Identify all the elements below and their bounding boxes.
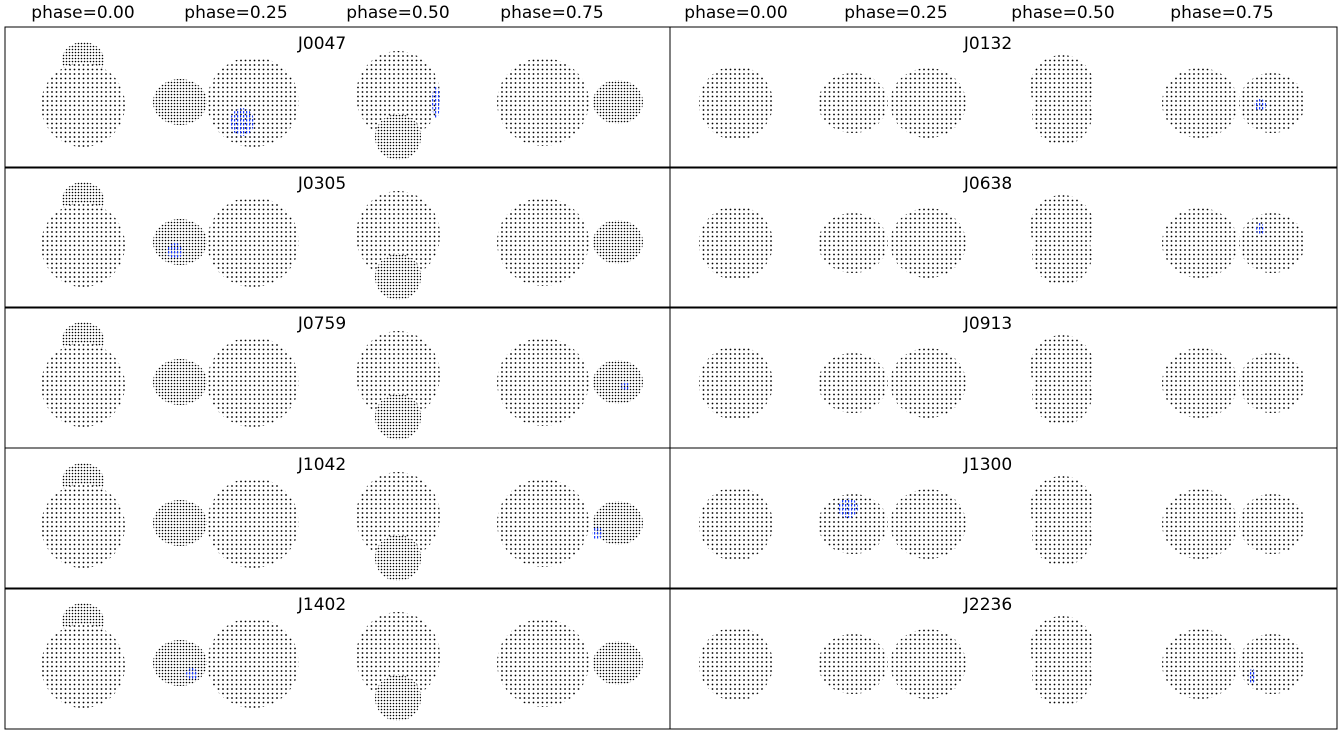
- star: [1032, 506, 1092, 566]
- panel-label: J0305: [297, 174, 346, 194]
- star: [1162, 68, 1238, 138]
- star: [153, 359, 207, 405]
- spot: [167, 243, 183, 259]
- star: [1162, 208, 1238, 278]
- phase-label: phase=0.25: [184, 3, 287, 23]
- phase-label: phase=0.75: [500, 3, 603, 23]
- star: [818, 73, 888, 133]
- spot: [1248, 669, 1256, 683]
- panel-label: J0759: [297, 314, 346, 334]
- star: [890, 629, 966, 699]
- panel-label: J0132: [963, 34, 1012, 54]
- star: [497, 338, 589, 426]
- star: [1239, 353, 1305, 413]
- panel-label: J1402: [297, 595, 346, 615]
- star: [375, 114, 421, 160]
- spot: [1254, 99, 1266, 111]
- star: [497, 58, 589, 146]
- spot: [432, 86, 440, 118]
- star: [1162, 629, 1238, 699]
- star: [1032, 646, 1092, 706]
- figure: phase=0.00 phase=0.25 phase=0.50 phase=0.75…: [0, 0, 1342, 730]
- spot: [230, 108, 254, 136]
- star: [207, 57, 299, 147]
- panel-label: J1042: [297, 455, 346, 475]
- spot: [592, 526, 602, 540]
- panel: J1042: [5, 448, 670, 589]
- star: [41, 343, 125, 427]
- panel: J0132: [670, 27, 1337, 168]
- star: [375, 535, 421, 581]
- star: [1032, 225, 1092, 285]
- panel: J0638: [670, 167, 1337, 308]
- panel-label: J2236: [963, 595, 1012, 615]
- star: [890, 489, 966, 559]
- star: [1239, 634, 1305, 694]
- star: [41, 203, 125, 287]
- star: [497, 479, 589, 567]
- star: [890, 348, 966, 418]
- phase-label: phase=0.75: [1170, 3, 1273, 23]
- phase-label: phase=0.00: [684, 3, 787, 23]
- star: [1162, 348, 1238, 418]
- star: [153, 640, 207, 686]
- star: [699, 66, 773, 140]
- star: [153, 79, 207, 125]
- star: [818, 213, 888, 273]
- star: [153, 219, 207, 265]
- star: [207, 337, 299, 427]
- panel: J2236: [670, 588, 1337, 729]
- spot: [186, 668, 198, 680]
- panel: J0047: [5, 27, 670, 168]
- star: [497, 619, 589, 707]
- star: [699, 346, 773, 420]
- star: [153, 500, 207, 546]
- star: [593, 360, 643, 404]
- panel-label: J1300: [963, 455, 1012, 475]
- spot: [1256, 223, 1264, 235]
- star: [375, 394, 421, 440]
- star: [207, 478, 299, 568]
- star: [818, 353, 888, 413]
- star: [1239, 73, 1305, 133]
- phase-label: phase=0.25: [844, 3, 947, 23]
- star: [593, 641, 643, 685]
- panel: J1402: [5, 588, 670, 729]
- star: [890, 68, 966, 138]
- panel: J0913: [670, 307, 1337, 448]
- spot: [838, 498, 858, 518]
- star: [207, 197, 299, 287]
- star: [375, 675, 421, 721]
- star: [593, 220, 643, 264]
- star: [1239, 213, 1305, 273]
- panel-label: J0913: [963, 314, 1012, 334]
- star: [890, 208, 966, 278]
- star: [207, 618, 299, 708]
- star: [497, 198, 589, 286]
- star: [593, 80, 643, 124]
- star: [41, 63, 125, 147]
- panel: J0305: [5, 167, 670, 308]
- star: [699, 627, 773, 701]
- star: [593, 501, 643, 545]
- panel-label: J0638: [963, 174, 1012, 194]
- star: [1162, 489, 1238, 559]
- star: [699, 487, 773, 561]
- phase-label: phase=0.50: [1011, 3, 1114, 23]
- star: [1032, 85, 1092, 145]
- spot: [621, 381, 629, 391]
- panel-label: J0047: [297, 34, 346, 54]
- phase-label: phase=0.50: [346, 3, 449, 23]
- panel: J0759: [5, 307, 670, 448]
- panel: J1300: [670, 448, 1337, 589]
- star: [41, 624, 125, 708]
- star: [1032, 365, 1092, 425]
- star: [1239, 494, 1305, 554]
- phase-label: phase=0.00: [31, 3, 134, 23]
- star: [41, 484, 125, 568]
- star: [375, 254, 421, 300]
- star: [818, 634, 888, 694]
- star: [699, 206, 773, 280]
